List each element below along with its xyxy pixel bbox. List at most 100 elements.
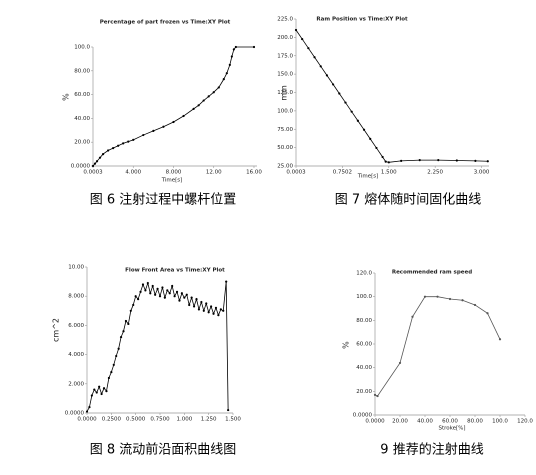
- data-point: [498, 338, 502, 341]
- data-point: [376, 394, 379, 398]
- data-point: [132, 138, 135, 141]
- y-tick-label: 2.000: [68, 381, 84, 387]
- data-point: [307, 47, 310, 50]
- y-tick-label: 50.00: [277, 145, 293, 151]
- x-tick-label: 3.000: [474, 170, 490, 176]
- data-point: [154, 293, 157, 296]
- data-point: [132, 303, 135, 307]
- data-point: [325, 74, 329, 77]
- data-point: [202, 99, 205, 102]
- data-point: [338, 92, 341, 95]
- y-tick-label: 100.0: [74, 45, 90, 51]
- figure-caption: 图 7 熔体随时间固化曲线: [335, 193, 482, 208]
- x-axis-label: Time[s]: [161, 178, 183, 184]
- data-point: [474, 159, 477, 162]
- data-point: [127, 140, 130, 143]
- figure-caption: 9 推荐的注射曲线: [380, 442, 483, 458]
- data-point: [461, 299, 464, 302]
- data-point: [486, 160, 489, 163]
- data-point: [423, 295, 427, 298]
- y-tick-label: 60.00: [74, 92, 90, 98]
- data-point: [107, 376, 110, 380]
- data-point: [117, 144, 120, 147]
- y-tick-label: 125.0: [277, 90, 293, 96]
- data-point: [100, 392, 103, 396]
- data-point: [139, 290, 142, 293]
- data-point: [112, 147, 115, 150]
- data-point: [400, 159, 403, 162]
- data-point: [210, 305, 213, 308]
- x-tick-label: 0.7500: [150, 417, 170, 423]
- data-point: [112, 363, 115, 366]
- data-point: [437, 159, 440, 162]
- data-point: [222, 309, 225, 312]
- data-point: [473, 303, 477, 307]
- y-tick-label: 40.00: [356, 365, 372, 371]
- data-point: [214, 306, 218, 309]
- data-point: [356, 119, 359, 122]
- data-point: [95, 160, 99, 163]
- y-tick-label: 10.00: [68, 265, 84, 271]
- figure-caption: 图 8 流动前沿面积曲线图: [90, 442, 237, 458]
- data-point: [486, 312, 489, 315]
- data-point: [436, 295, 439, 298]
- data-point: [161, 286, 164, 289]
- data-point: [178, 299, 181, 302]
- y-tick-label: 80.00: [356, 318, 372, 324]
- y-tick-label: 120.0: [356, 271, 372, 277]
- data-point: [115, 354, 118, 358]
- data-point: [163, 296, 166, 299]
- data-point: [162, 125, 165, 128]
- data-point: [200, 300, 203, 304]
- data-point: [188, 303, 191, 307]
- data-point: [232, 48, 235, 51]
- x-tick-label: 0.7502: [333, 170, 352, 176]
- data-point: [101, 153, 105, 156]
- data-point: [384, 160, 387, 163]
- data-point: [88, 406, 91, 409]
- data-point: [217, 86, 220, 89]
- x-tick-label: 1.250: [201, 417, 217, 423]
- data-point: [134, 295, 137, 298]
- y-tick-label: 20.00: [356, 389, 372, 395]
- data-point: [192, 107, 195, 110]
- data-point: [152, 129, 155, 132]
- data-point: [122, 330, 125, 333]
- data-point: [418, 159, 421, 162]
- data-point: [85, 410, 89, 413]
- data-point: [127, 322, 130, 326]
- data-point: [93, 162, 97, 165]
- y-tick-label: 8.000: [68, 294, 84, 300]
- data-point: [332, 83, 335, 86]
- data-point: [93, 388, 96, 391]
- data-line: [86, 281, 229, 412]
- data-point: [102, 387, 106, 390]
- data-point: [455, 159, 458, 162]
- data-point: [185, 293, 188, 296]
- data-point: [212, 312, 215, 315]
- chart-title: Recommended ram speed: [392, 270, 472, 276]
- x-tick-label: 4.000: [125, 170, 141, 176]
- x-tick-label: 0.0003: [286, 170, 306, 176]
- data-point: [129, 309, 132, 312]
- y-tick-label: 20.00: [74, 140, 90, 146]
- data-point: [110, 371, 113, 374]
- x-tick-label: 1.000: [176, 417, 192, 423]
- x-tick-label: 1.500: [225, 417, 241, 423]
- chart-title: Ram Position vs Time:XY Plot: [316, 17, 408, 23]
- data-point: [137, 298, 140, 301]
- x-tick-label: 60.00: [442, 419, 458, 425]
- data-point: [319, 65, 322, 68]
- x-tick-label: 0.2500: [102, 417, 122, 423]
- data-point: [369, 137, 372, 140]
- data-point: [225, 280, 228, 283]
- data-point: [98, 385, 101, 388]
- data-point: [197, 104, 200, 107]
- y-tick-label: 200.0: [277, 35, 293, 41]
- data-point: [252, 45, 256, 49]
- data-point: [158, 295, 162, 298]
- data-point: [156, 287, 159, 290]
- x-tick-label: 16.00: [246, 170, 262, 176]
- y-tick-label: 0.0000: [71, 164, 91, 170]
- data-point: [171, 284, 174, 288]
